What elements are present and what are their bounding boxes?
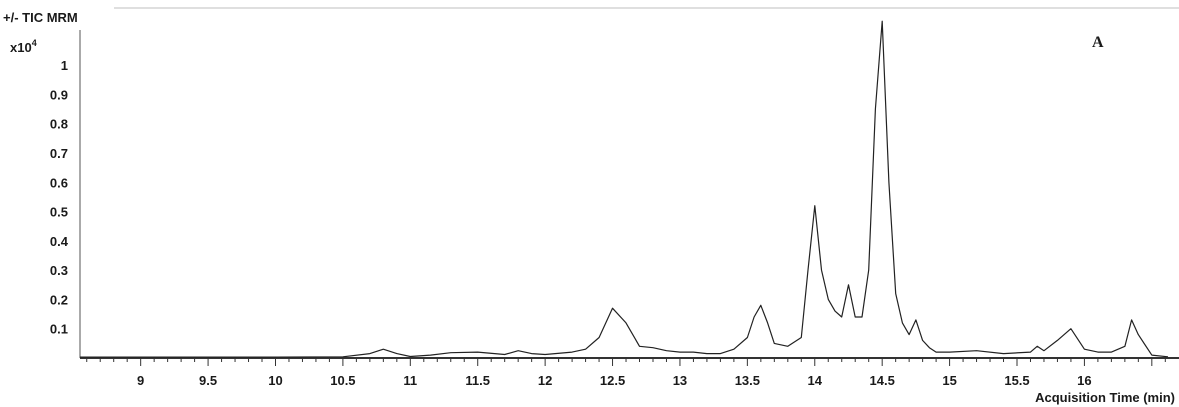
y-tick-label: 0.5 [50,205,68,220]
x-tick-label: 11.5 [465,373,490,388]
x-tick-label: 12.5 [600,373,625,388]
y-tick-label: 0.9 [50,87,68,102]
y-tick-label: 0.3 [50,263,68,278]
x-axis-label: Acquisition Time (min) [1035,390,1175,405]
x-tick-label: 13.5 [735,373,760,388]
y-tick-label: 0.7 [50,146,68,161]
x-tick-label: 10.5 [330,373,355,388]
y-tick-label: 0.4 [50,234,69,249]
x-tick-label: 12 [538,373,552,388]
x-axis-tick-labels: 9 9.5 10 10.5 11 11.5 12 12.5 13 13.5 14 14.5 15 15.5… [137,373,1092,388]
panel-label: A [1092,34,1104,51]
x-tick-label: 15 [942,373,956,388]
x-tick-label: 15.5 [1004,373,1029,388]
x-tick-label: 9.5 [199,373,217,388]
y-multiplier-exponent: 4 [32,38,37,48]
y-tick-label: 0.6 [50,175,68,190]
y-tick-label: 0.2 [50,292,68,307]
y-multiplier-base: x10 [10,40,32,55]
x-tick-label: 14.5 [870,373,895,388]
tic-trace-line [80,20,1169,358]
x-tick-label: 10 [268,373,282,388]
x-axis-ticks [86,358,1166,366]
x-tick-label: 9 [137,373,144,388]
y-tick-label: 1 [61,58,68,73]
y-tick-label: 0.1 [50,322,68,337]
x-tick-label: 13 [673,373,687,388]
x-tick-label: 16 [1077,373,1091,388]
x-tick-label: 14 [808,373,823,388]
chart-title: +/- TIC MRM [3,10,78,25]
y-tick-label: 0.8 [50,117,68,132]
y-multiplier: x104 [10,38,37,55]
y-axis-tick-labels: 0.1 0.2 0.3 0.4 0.5 0.6 0.7 0.8 0.9 1 [50,58,69,337]
x-tick-label: 11 [403,373,417,388]
